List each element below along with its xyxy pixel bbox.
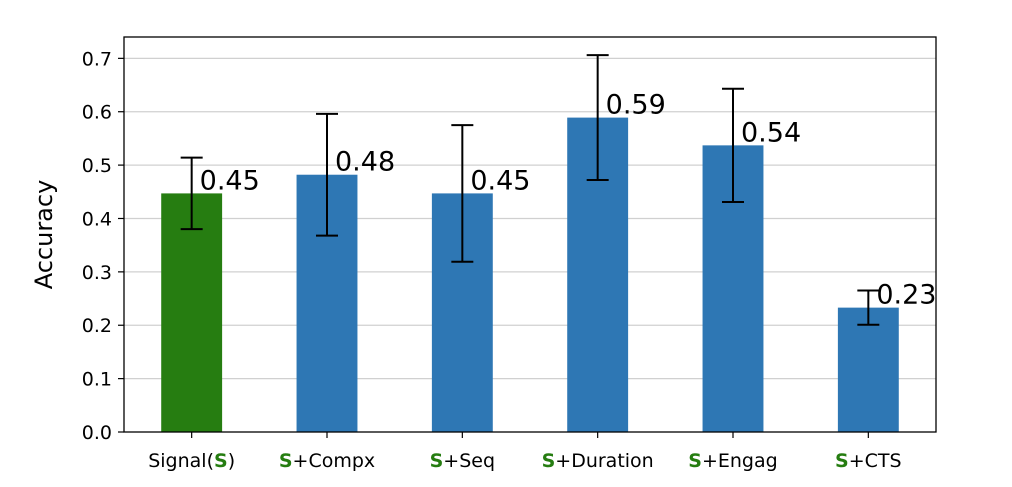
bar	[837, 307, 899, 432]
x-axis: Signal(S) S+Compx S+Seq S+Duration S+Engag S+…	[148, 432, 902, 472]
y-tick-label: 0.5	[82, 155, 112, 177]
y-tick-label: 0.2	[82, 315, 112, 337]
y-tick-label: 0.7	[82, 48, 112, 70]
y-axis-title: Accuracy	[30, 180, 58, 290]
y-axis: 0.0 0.1 0.2 0.3 0.4 0.5 0.6 0.7	[82, 48, 124, 444]
x-tick-label-text: Signal(	[148, 450, 214, 472]
grid-lines	[124, 57, 936, 380]
y-tick-label: 0.1	[82, 369, 112, 391]
bar	[161, 193, 223, 432]
x-tick-label-highlight: S	[214, 450, 228, 472]
x-tick-label: S+Engag	[688, 450, 777, 472]
x-tick-label-prefix: S	[279, 450, 293, 472]
x-tick-label-text: +CTS	[849, 450, 902, 472]
plot-frame	[123, 36, 937, 433]
x-tick-label: Signal(S)	[148, 450, 235, 472]
y-tick-label: 0.3	[82, 262, 112, 284]
data-label: 0.59	[606, 90, 666, 121]
x-tick-label-text: +Duration	[555, 450, 653, 472]
x-tick-label-text: +Compx	[293, 450, 376, 472]
y-tick-label: 0.4	[82, 208, 112, 230]
x-tick-label-prefix: S	[835, 450, 849, 472]
data-label: 0.48	[335, 147, 395, 178]
data-labels: 0.45 0.48 0.45 0.59 0.54 0.23	[200, 90, 937, 311]
x-tick-label-prefix: S	[430, 450, 444, 472]
data-label: 0.54	[741, 117, 801, 148]
error-bars	[180, 54, 880, 326]
data-label: 0.45	[470, 165, 530, 196]
x-tick-label-text: +Engag	[702, 450, 778, 472]
x-tick-label: S+Compx	[279, 450, 375, 472]
x-tick-label: S+Duration	[542, 450, 654, 472]
y-tick-label: 0.6	[82, 102, 112, 124]
x-tick-label-prefix: S	[542, 450, 556, 472]
data-label: 0.23	[876, 280, 936, 311]
x-tick-label-suffix: )	[228, 450, 235, 472]
x-tick-label-prefix: S	[688, 450, 702, 472]
data-label: 0.45	[200, 165, 260, 196]
x-tick-label: S+CTS	[835, 450, 902, 472]
x-tick-label-text: +Seq	[443, 450, 495, 472]
y-tick-label: 0.0	[82, 422, 112, 444]
x-tick-label: S+Seq	[430, 450, 495, 472]
